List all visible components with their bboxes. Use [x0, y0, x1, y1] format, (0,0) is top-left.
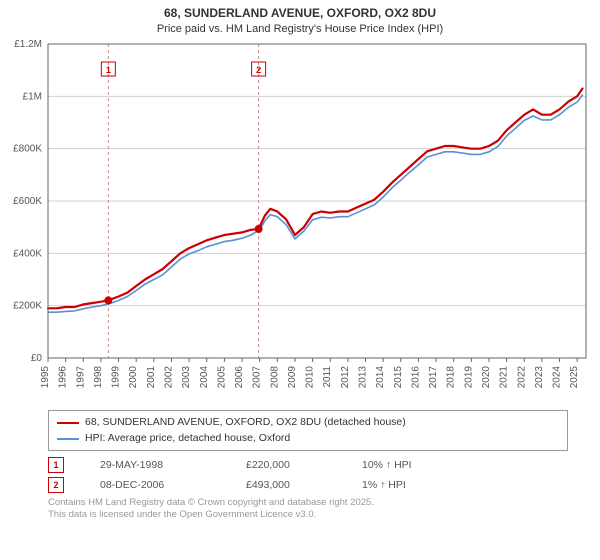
svg-text:1995: 1995 — [40, 365, 51, 388]
svg-text:2018: 2018 — [446, 365, 457, 388]
svg-text:2002: 2002 — [163, 365, 174, 388]
transaction-table: 1 29-MAY-1998 £220,000 10% ↑ HPI 2 08-DEC-200… — [48, 457, 568, 493]
transaction-price: £220,000 — [246, 459, 326, 471]
svg-text:2009: 2009 — [287, 365, 298, 388]
legend-item: 68, SUNDERLAND AVENUE, OXFORD, OX2 8DU (… — [57, 415, 559, 431]
chart-title-line1: 68, SUNDERLAND AVENUE, OXFORD, OX2 8DU — [0, 0, 600, 22]
footer-attribution: Contains HM Land Registry data © Crown c… — [48, 497, 568, 521]
transaction-marker: 2 — [48, 477, 64, 493]
svg-text:1998: 1998 — [93, 365, 104, 388]
svg-text:2020: 2020 — [481, 365, 492, 388]
svg-text:2010: 2010 — [305, 365, 316, 388]
svg-text:1997: 1997 — [75, 365, 86, 388]
svg-text:£0: £0 — [31, 353, 43, 364]
svg-text:£1M: £1M — [23, 91, 42, 102]
svg-text:2000: 2000 — [128, 365, 139, 388]
svg-text:2016: 2016 — [410, 365, 421, 388]
svg-text:1996: 1996 — [58, 365, 69, 388]
transaction-date: 08-DEC-2006 — [100, 479, 210, 491]
transaction-delta: 10% ↑ HPI — [362, 459, 412, 471]
svg-text:2025: 2025 — [569, 365, 580, 388]
svg-text:£1.2M: £1.2M — [14, 39, 42, 50]
price-chart: £0 £200K £400K £600K £800K £1M £1.2M 1 2 1995 1996… — [0, 36, 600, 406]
svg-text:2024: 2024 — [552, 365, 563, 388]
svg-text:2004: 2004 — [199, 365, 210, 388]
legend-item: HPI: Average price, detached house, Oxfo… — [57, 431, 559, 447]
legend-swatch — [57, 422, 79, 424]
svg-text:2021: 2021 — [499, 365, 510, 388]
svg-text:2003: 2003 — [181, 365, 192, 388]
legend-swatch — [57, 438, 79, 440]
svg-text:£600K: £600K — [13, 196, 42, 207]
svg-text:2023: 2023 — [534, 365, 545, 388]
svg-text:£400K: £400K — [13, 248, 42, 259]
transaction-row: 1 29-MAY-1998 £220,000 10% ↑ HPI — [48, 457, 568, 473]
footer-line1: Contains HM Land Registry data © Crown c… — [48, 497, 568, 509]
svg-text:£200K: £200K — [13, 301, 42, 312]
svg-text:2007: 2007 — [252, 365, 263, 388]
svg-text:2017: 2017 — [428, 365, 439, 388]
svg-text:2: 2 — [256, 65, 261, 75]
svg-text:2022: 2022 — [516, 365, 527, 388]
svg-text:2006: 2006 — [234, 365, 245, 388]
footer-line2: This data is licensed under the Open Gov… — [48, 509, 568, 521]
svg-text:2012: 2012 — [340, 365, 351, 388]
transaction-price: £493,000 — [246, 479, 326, 491]
svg-text:2008: 2008 — [269, 365, 280, 388]
legend-label: 68, SUNDERLAND AVENUE, OXFORD, OX2 8DU (… — [85, 415, 406, 431]
svg-text:£800K: £800K — [13, 144, 42, 155]
svg-text:1999: 1999 — [111, 365, 122, 388]
svg-text:2019: 2019 — [463, 365, 474, 388]
transaction-date: 29-MAY-1998 — [100, 459, 210, 471]
transaction-marker: 1 — [48, 457, 64, 473]
legend: 68, SUNDERLAND AVENUE, OXFORD, OX2 8DU (… — [48, 410, 568, 452]
svg-text:1: 1 — [106, 65, 111, 75]
svg-text:2005: 2005 — [216, 365, 227, 388]
svg-text:2001: 2001 — [146, 365, 157, 388]
legend-label: HPI: Average price, detached house, Oxfo… — [85, 431, 290, 447]
svg-text:2015: 2015 — [393, 365, 404, 388]
svg-text:2014: 2014 — [375, 365, 386, 388]
chart-title-line2: Price paid vs. HM Land Registry's House … — [0, 22, 600, 36]
transaction-delta: 1% ↑ HPI — [362, 479, 406, 491]
svg-text:2013: 2013 — [358, 365, 369, 388]
svg-text:2011: 2011 — [322, 365, 333, 387]
transaction-row: 2 08-DEC-2006 £493,000 1% ↑ HPI — [48, 477, 568, 493]
